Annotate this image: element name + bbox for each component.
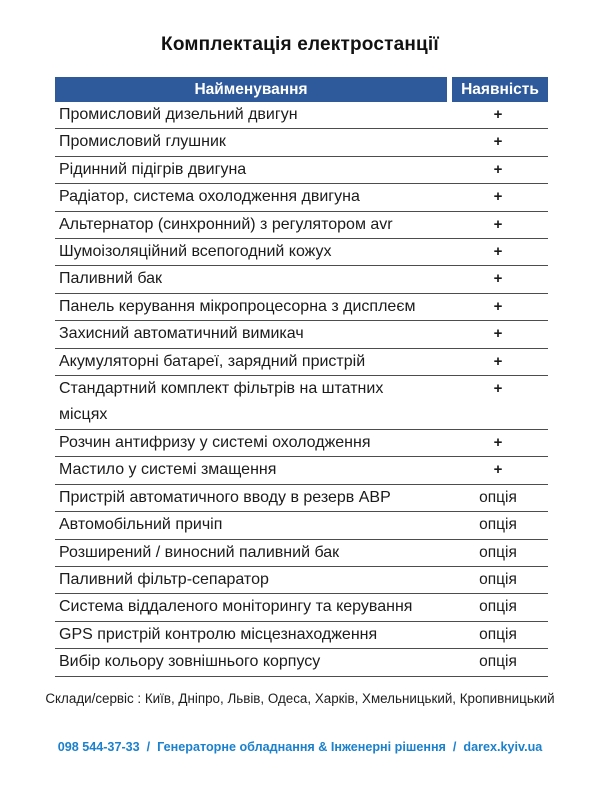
item-name-cell: Розчин антифризу у системі охолодження [59,433,371,451]
item-name-cell: GPS пристрій контролю місцезнаходження [59,625,378,643]
availability-cell: опція [479,516,517,534]
item-name-cell: Промисловий дизельний двигун [59,106,298,123]
item-name-cell: Система віддаленого моніторингу та керув… [59,598,413,616]
availability-cell: опція [479,625,517,643]
availability-cell: опція [479,570,517,588]
availability-cell: + [493,380,503,398]
item-name-cell: Захисний автоматичний вимикач [59,325,304,343]
availability-cell: + [493,297,503,315]
table-row: Промисловий глушник + [55,129,548,157]
item-name-cell: Паливний бак [59,270,163,288]
table-row: Вибір кольору зовнішнього корпусу опція [55,649,548,677]
item-name-cell: Паливний фільтр-сепаратор [59,570,269,588]
table-row: Рідинний підігрів двигуна + [55,157,548,185]
table-row: GPS пристрій контролю місцезнаходження о… [55,622,548,650]
item-name-cell: Панель керування мікропроцесорна з диспл… [59,297,416,315]
item-name-cell: Акумуляторні батареї, зарядний пристрій [59,352,366,370]
availability-cell: опція [479,598,517,616]
table-row: Альтернатор (синхронний) з регулятором a… [55,212,548,240]
availability-cell: + [493,433,503,451]
availability-cell: + [493,106,503,123]
contact-line: 098 544-37-33 / Генераторне обладнання &… [57,740,543,754]
table-row: Автомобільний причіп опція [55,512,548,540]
item-name-cell: Шумоізоляційний всепогодний кожух [59,243,332,261]
table-row: Промисловий дизельний двигун + [55,102,548,130]
item-name-cell: Стандартний комплект фільтрів на штатних… [59,380,384,424]
table-row: Розчин антифризу у системі охолодження + [55,430,548,458]
table-row: Система віддаленого моніторингу та керув… [55,594,548,622]
item-name-cell: Радіатор, система охолодження двигуна [59,188,360,206]
availability-cell: + [493,325,503,343]
item-name-cell: Мастило у системі змащення [59,461,277,479]
table-row: Розширений / виносний паливний бак опція [55,540,548,567]
availability-cell: + [493,188,503,206]
table-row: Пристрій автоматичного вводу в резерв АВ… [55,485,548,513]
column-header-name: Найменування [55,77,447,102]
availability-cell: + [493,243,503,261]
table-row: Захисний автоматичний вимикач + [55,321,548,349]
table-body: Промисловий дизельний двигун + Промислов… [55,102,548,677]
availability-cell: + [493,270,503,288]
table-row: Радіатор, система охолодження двигуна + [55,184,548,212]
item-name-cell: Промисловий глушник [59,133,226,151]
availability-cell: опція [479,653,517,671]
item-name-cell: Рідинний підігрів двигуна [59,160,247,178]
item-name-cell: Пристрій автоматичного вводу в резерв АВ… [59,488,391,506]
service-locations-line: Склади/сервіс : Київ, Дніпро, Львів, Оде… [45,691,555,706]
table-row: Шумоізоляційний всепогодний кожух + [55,239,548,267]
table-row: Мастило у системі змащення + [55,457,548,485]
item-name-cell: Автомобільний причіп [59,516,223,534]
availability-cell: опція [479,543,517,561]
table-row: Паливний фільтр-сепаратор опція [55,567,548,595]
column-header-availability: Наявність [452,77,548,102]
table-row: Паливний бак + [55,266,548,294]
equipment-table: Найменування Наявність Промисловий дизел… [55,77,548,677]
item-name-cell: Альтернатор (синхронний) з регулятором a… [59,215,393,233]
availability-cell: + [493,461,503,479]
item-name-cell: Розширений / виносний паливний бак [59,543,340,561]
availability-cell: опція [479,488,517,506]
availability-cell: + [493,352,503,370]
page-title: Комплектація електростанції [161,34,439,55]
table-row: Акумуляторні батареї, зарядний пристрій … [55,349,548,377]
availability-cell: + [493,215,503,233]
item-name-cell: Вибір кольору зовнішнього корпусу [59,653,321,671]
availability-cell: + [493,133,503,151]
table-row: Панель керування мікропроцесорна з диспл… [55,294,548,322]
table-row: Стандартний комплект фільтрів на штатних… [55,376,548,430]
table-header-row: Найменування Наявність [55,77,548,102]
availability-cell: + [493,160,503,178]
